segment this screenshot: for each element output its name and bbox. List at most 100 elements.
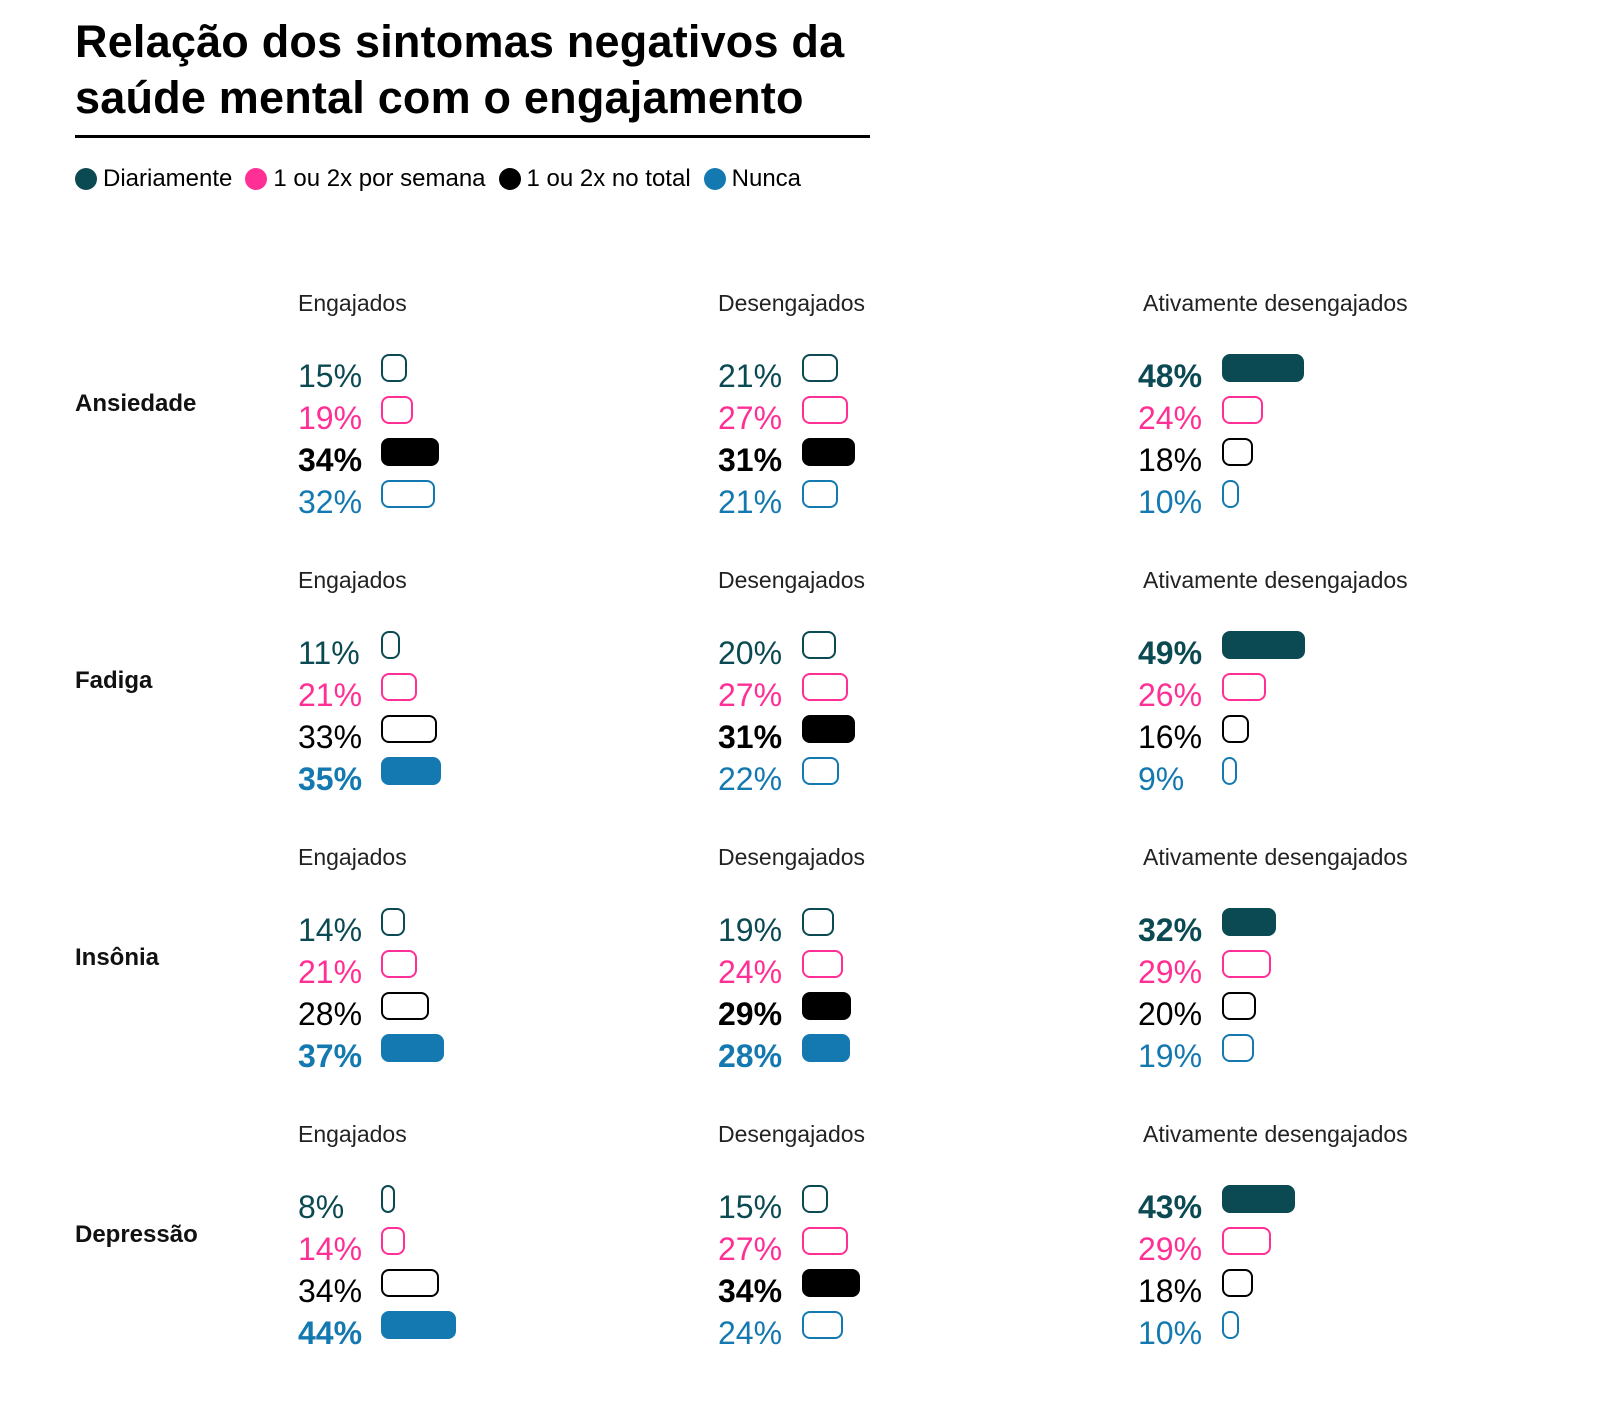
data-label: 14% [298, 912, 363, 948]
bar-diariamente [802, 354, 838, 382]
data-label: 34% [298, 442, 363, 478]
bar-1-ou-2x-no-total [802, 438, 855, 466]
bar-1-ou-2x-no-total [381, 1269, 439, 1297]
data-label: 28% [298, 996, 363, 1032]
data-label: 21% [718, 484, 783, 520]
bar-diariamente [1222, 908, 1277, 936]
data-label: 21% [298, 677, 363, 713]
bar-diariamente [381, 1185, 395, 1213]
bar-1-ou-2x-no-total [1222, 1269, 1253, 1297]
bar-diariamente [381, 354, 407, 382]
data-label: 24% [1138, 400, 1203, 436]
bar-diariamente [1222, 631, 1306, 659]
legend-item-diariamente: Diariamente [75, 164, 232, 194]
chart-title: Relação dos sintomas negativos da saúde … [75, 16, 845, 123]
data-label: 34% [298, 1273, 363, 1309]
symptom-label: Fadiga [75, 667, 153, 694]
bar-diariamente [381, 908, 405, 936]
bar-1-ou-2x-por-semana [381, 673, 417, 701]
bar-nunca [802, 757, 840, 785]
data-label: 9% [1138, 761, 1185, 797]
bar-1-ou-2x-no-total [802, 992, 852, 1020]
bar-nunca [802, 480, 838, 508]
bar-nunca [802, 1034, 850, 1062]
bar-1-ou-2x-no-total [1222, 438, 1253, 466]
group-header: Desengajados [718, 567, 866, 593]
data-label: 14% [298, 1231, 363, 1267]
bar-1-ou-2x-por-semana [802, 673, 848, 701]
bar-1-ou-2x-por-semana [381, 950, 417, 978]
bar-diariamente [802, 908, 835, 936]
legend-dot-icon [245, 168, 268, 190]
group-header: Ativamente desengajados [1143, 567, 1408, 593]
bar-nunca [1222, 757, 1238, 785]
legend-item-semana: 1 ou 2x por semana [245, 164, 486, 194]
data-label: 26% [1138, 677, 1203, 713]
legend-item-nunca: Nunca [703, 164, 802, 194]
bar-1-ou-2x-por-semana [381, 1227, 405, 1255]
legend-label: Nunca [731, 165, 802, 192]
data-label: 34% [718, 1273, 783, 1309]
data-label: 43% [1138, 1189, 1203, 1225]
bar-nunca [802, 1311, 843, 1339]
bar-nunca [1222, 1034, 1255, 1062]
group-header: Engajados [298, 290, 407, 316]
data-label: 29% [1138, 1231, 1203, 1267]
legend-item-total: 1 ou 2x no total [498, 164, 691, 194]
data-label: 8% [298, 1189, 345, 1225]
group-header: Ativamente desengajados [1143, 844, 1408, 870]
data-label: 35% [298, 761, 363, 797]
data-label: 21% [298, 954, 363, 990]
data-label: 10% [1138, 484, 1203, 520]
bar-1-ou-2x-por-semana [381, 396, 414, 424]
bar-1-ou-2x-no-total [802, 715, 855, 743]
data-label: 16% [1138, 719, 1203, 755]
data-label: 20% [718, 635, 783, 671]
bar-1-ou-2x-por-semana [802, 1227, 848, 1255]
bar-nunca [381, 1034, 444, 1062]
legend-label: 1 ou 2x por semana [273, 165, 486, 192]
group-header: Engajados [298, 1121, 407, 1147]
group-header: Desengajados [718, 844, 866, 870]
legend-dot-icon [498, 168, 521, 190]
title-divider [75, 135, 870, 138]
bar-1-ou-2x-no-total [381, 715, 438, 743]
symptom-label: Depressão [75, 1221, 198, 1248]
data-label: 37% [298, 1038, 363, 1074]
bar-diariamente [802, 1185, 828, 1213]
legend-label: Diariamente [103, 165, 233, 192]
data-label: 15% [298, 358, 363, 394]
data-label: 18% [1138, 442, 1203, 478]
legend-dot-icon [703, 168, 726, 190]
data-label: 27% [718, 677, 783, 713]
legend-label: 1 ou 2x no total [526, 165, 691, 192]
data-label: 24% [718, 1315, 783, 1351]
data-label: 48% [1138, 358, 1203, 394]
group-header: Ativamente desengajados [1143, 290, 1408, 316]
data-label: 15% [718, 1189, 783, 1225]
bar-1-ou-2x-por-semana [1222, 396, 1263, 424]
bar-nunca [381, 480, 436, 508]
bar-1-ou-2x-por-semana [802, 396, 848, 424]
legend: Diariamente 1 ou 2x por semana 1 ou 2x n… [75, 164, 814, 194]
group-header: Engajados [298, 567, 407, 593]
data-label: 31% [718, 719, 783, 755]
bar-1-ou-2x-no-total [1222, 715, 1250, 743]
data-label: 27% [718, 400, 783, 436]
data-label: 29% [1138, 954, 1203, 990]
bar-diariamente [802, 631, 836, 659]
bar-1-ou-2x-por-semana [1222, 673, 1267, 701]
bar-1-ou-2x-no-total [381, 992, 429, 1020]
data-label: 24% [718, 954, 783, 990]
bar-1-ou-2x-por-semana [802, 950, 843, 978]
data-label: 19% [298, 400, 363, 436]
data-label: 19% [1138, 1038, 1203, 1074]
bar-1-ou-2x-por-semana [1222, 1227, 1272, 1255]
data-label: 33% [298, 719, 363, 755]
data-label: 27% [718, 1231, 783, 1267]
bar-nunca [381, 1311, 456, 1339]
data-label: 29% [718, 996, 783, 1032]
data-label: 32% [1138, 912, 1203, 948]
bar-1-ou-2x-por-semana [1222, 950, 1272, 978]
bar-nunca [1222, 1311, 1239, 1339]
